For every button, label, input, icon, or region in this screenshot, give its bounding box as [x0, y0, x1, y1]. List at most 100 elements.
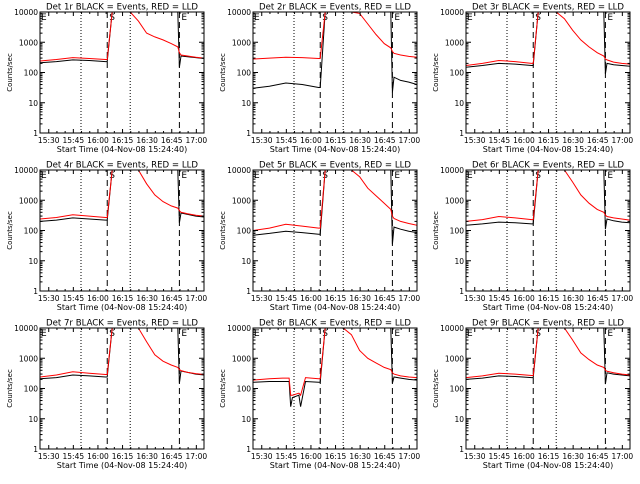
panel-title: Det 3r BLACK = Events, RED = LLD: [472, 3, 624, 13]
y-tick-label: 1: [33, 445, 38, 454]
y-tick-label: 10000: [440, 166, 464, 175]
x-tick-label: 15:30: [38, 294, 60, 303]
x-tick-label: 15:30: [464, 452, 486, 461]
y-axis-label: Counts/sec: [432, 211, 440, 250]
x-axis-label: Start Time (04-Nov-08 15:24:40): [483, 303, 613, 312]
lld-series-line: [466, 328, 630, 379]
y-tick-label: 10: [28, 99, 38, 108]
panel-title: Det 9r BLACK = Events, RED = LLD: [472, 319, 624, 329]
x-tick-label: 16:45: [161, 136, 183, 145]
x-tick-label: 16:30: [349, 136, 371, 145]
x-tick-label: 15:45: [63, 294, 85, 303]
x-tick-label: 16:15: [112, 294, 134, 303]
x-tick-label: 16:15: [538, 294, 560, 303]
y-tick-label: 10: [241, 415, 251, 424]
end-marker-label: E: [181, 171, 187, 181]
y-tick-label: 1000: [19, 354, 38, 363]
y-tick-label: 10: [454, 99, 464, 108]
y-tick-label: 1: [246, 287, 251, 296]
events-series-line: [40, 12, 204, 68]
lld-series-line: [466, 12, 630, 66]
x-tick-label: 16:00: [300, 452, 322, 461]
y-tick-label: 1: [459, 287, 464, 296]
lld-series-line: [253, 12, 417, 60]
start-marker-label: S: [322, 171, 328, 181]
y-tick-label: 1: [459, 129, 464, 138]
x-tick-label: 16:15: [538, 136, 560, 145]
x-tick-label: 16:30: [562, 136, 584, 145]
y-tick-label: 100: [24, 227, 39, 236]
events-series-line: [253, 170, 417, 245]
x-tick-label: 16:30: [136, 452, 158, 461]
end-marker-label: E: [394, 13, 400, 23]
y-tick-label: 1000: [19, 196, 38, 205]
lld-series-line: [253, 328, 417, 397]
x-tick-label: 16:30: [136, 136, 158, 145]
events-series-line: [40, 170, 204, 223]
y-tick-label: 100: [24, 385, 39, 394]
events-series-line: [466, 170, 630, 230]
end-marker-label: E: [181, 329, 187, 339]
lld-series-line: [40, 328, 204, 378]
y-tick-label: 1: [459, 445, 464, 454]
y-axis-label: Counts/sec: [219, 53, 227, 92]
y-tick-label: 1: [33, 129, 38, 138]
y-axis-label: Counts/sec: [6, 53, 14, 92]
panel-title: Det 8r BLACK = Events, RED = LLD: [259, 319, 411, 329]
start-marker-label: S: [535, 329, 541, 339]
y-tick-label: 1000: [445, 196, 464, 205]
y-tick-label: 10000: [440, 324, 464, 333]
x-axis-label: Start Time (04-Nov-08 15:24:40): [483, 145, 613, 154]
left-corner-marker-label: E: [254, 13, 260, 23]
x-tick-label: 16:45: [374, 136, 396, 145]
x-tick-label: 15:45: [489, 294, 511, 303]
x-axis-label: Start Time (04-Nov-08 15:24:40): [270, 145, 400, 154]
x-tick-label: 15:30: [251, 294, 273, 303]
x-axis-label: Start Time (04-Nov-08 15:24:40): [270, 461, 400, 470]
x-tick-label: 17:00: [186, 452, 208, 461]
y-tick-label: 100: [237, 385, 252, 394]
x-tick-label: 15:30: [464, 294, 486, 303]
y-tick-label: 10000: [227, 166, 251, 175]
end-marker-label: E: [394, 329, 400, 339]
y-axis-label: Counts/sec: [6, 369, 14, 408]
x-tick-label: 15:30: [251, 452, 273, 461]
x-tick-label: 16:00: [300, 136, 322, 145]
x-tick-label: 17:00: [612, 136, 634, 145]
x-tick-label: 16:45: [161, 294, 183, 303]
left-corner-marker-label: E: [467, 329, 473, 339]
end-marker-label: E: [181, 13, 187, 23]
x-tick-label: 16:00: [513, 452, 535, 461]
start-marker-label: S: [535, 171, 541, 181]
x-tick-label: 15:45: [276, 136, 298, 145]
start-marker-label: S: [109, 329, 115, 339]
panel-title: Det 5r BLACK = Events, RED = LLD: [259, 161, 411, 171]
x-tick-label: 16:15: [325, 136, 347, 145]
y-axis-label: Counts/sec: [219, 369, 227, 408]
x-tick-label: 16:00: [87, 452, 109, 461]
x-tick-label: 17:00: [399, 452, 421, 461]
x-tick-label: 17:00: [186, 294, 208, 303]
x-tick-label: 17:00: [186, 136, 208, 145]
x-axis-label: Start Time (04-Nov-08 15:24:40): [270, 303, 400, 312]
left-corner-marker-label: E: [467, 171, 473, 181]
y-tick-label: 100: [450, 385, 465, 394]
y-tick-label: 1000: [19, 38, 38, 47]
left-corner-marker-label: E: [467, 13, 473, 23]
y-tick-label: 100: [24, 69, 39, 78]
panel-title: Det 6r BLACK = Events, RED = LLD: [472, 161, 624, 171]
x-tick-label: 16:45: [587, 452, 609, 461]
end-marker-label: E: [607, 13, 613, 23]
y-tick-label: 100: [450, 69, 465, 78]
y-axis-label: Counts/sec: [6, 211, 14, 250]
y-tick-label: 10: [241, 99, 251, 108]
lld-series-line: [40, 170, 204, 220]
